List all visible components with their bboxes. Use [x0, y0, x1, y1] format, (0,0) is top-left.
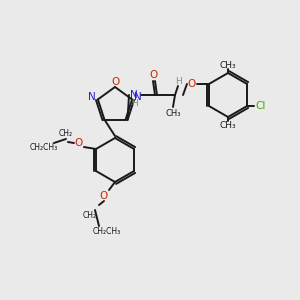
- Text: O: O: [100, 191, 108, 201]
- Text: CH₂: CH₂: [59, 130, 73, 139]
- Text: N: N: [88, 92, 96, 102]
- Text: O: O: [75, 138, 83, 148]
- Text: N: N: [130, 90, 138, 100]
- Text: O: O: [188, 79, 196, 89]
- Text: H: H: [175, 77, 182, 86]
- Text: CH₃: CH₃: [220, 61, 236, 70]
- Text: N: N: [134, 92, 142, 102]
- Text: CH₃: CH₃: [165, 109, 181, 118]
- Text: O: O: [149, 70, 157, 80]
- Text: CH₂CH₃: CH₂CH₃: [93, 226, 121, 236]
- Text: H: H: [130, 98, 137, 107]
- Text: CH₃: CH₃: [220, 121, 236, 130]
- Text: Cl: Cl: [256, 101, 266, 111]
- Text: CH₂: CH₂: [83, 211, 97, 220]
- Text: O: O: [111, 77, 119, 87]
- Text: CH₂CH₃: CH₂CH₃: [30, 142, 58, 152]
